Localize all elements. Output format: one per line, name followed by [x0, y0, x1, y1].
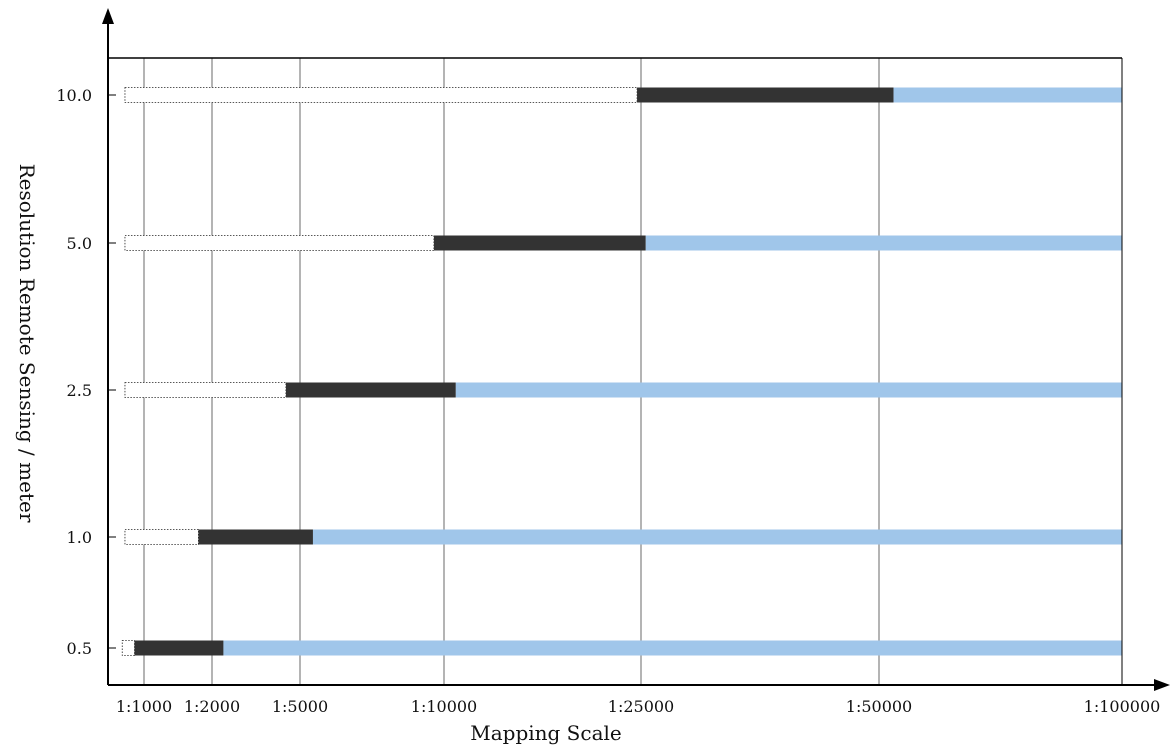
optimal-segment [285, 382, 456, 398]
x-tick-labels: 1:1000 1:2000 1:5000 1:10000 1:25000 1:50000 1… [116, 697, 1160, 716]
y-tick-label: 2.5 [67, 381, 92, 400]
optimal-segment [637, 87, 894, 103]
unsuitable-segment [124, 87, 638, 103]
x-axis-title: Mapping Scale [470, 721, 622, 745]
optimal-segment [433, 235, 646, 251]
x-tick-label: 1:25000 [608, 697, 674, 716]
usable-segment [455, 382, 1122, 398]
usable-segment [893, 87, 1122, 103]
y-tick-label: 10.0 [56, 86, 92, 105]
bars-layer [121, 87, 1123, 656]
optimal-segment [198, 529, 313, 545]
y-tick-label: 0.5 [67, 639, 92, 658]
unsuitable-segment [121, 640, 135, 656]
y-axis-arrow [102, 8, 114, 24]
y-axis-title: Resolution Remote Sensing / meter [15, 164, 39, 523]
y-tick-label: 1.0 [67, 528, 92, 547]
x-tick-label: 1:10000 [411, 697, 477, 716]
unsuitable-segment [124, 382, 287, 398]
unsuitable-segment [124, 235, 435, 251]
y-tick-labels: 0.5 1.0 2.5 5.0 10.0 [56, 86, 116, 658]
x-tick-label: 1:1000 [116, 697, 172, 716]
usable-segment [312, 529, 1123, 545]
x-tick-label: 1:50000 [846, 697, 912, 716]
optimal-segment [134, 640, 224, 656]
y-tick-label: 5.0 [67, 234, 92, 253]
grid-layer [143, 58, 880, 685]
usable-segment [223, 640, 1122, 656]
x-tick-label: 1:100000 [1084, 697, 1161, 716]
unsuitable-segment [124, 529, 199, 545]
usable-segment [645, 235, 1122, 251]
x-axis-arrow [1154, 679, 1170, 691]
axes-layer [102, 8, 1170, 691]
x-tick-label: 1:2000 [184, 697, 240, 716]
x-tick-label: 1:5000 [272, 697, 328, 716]
